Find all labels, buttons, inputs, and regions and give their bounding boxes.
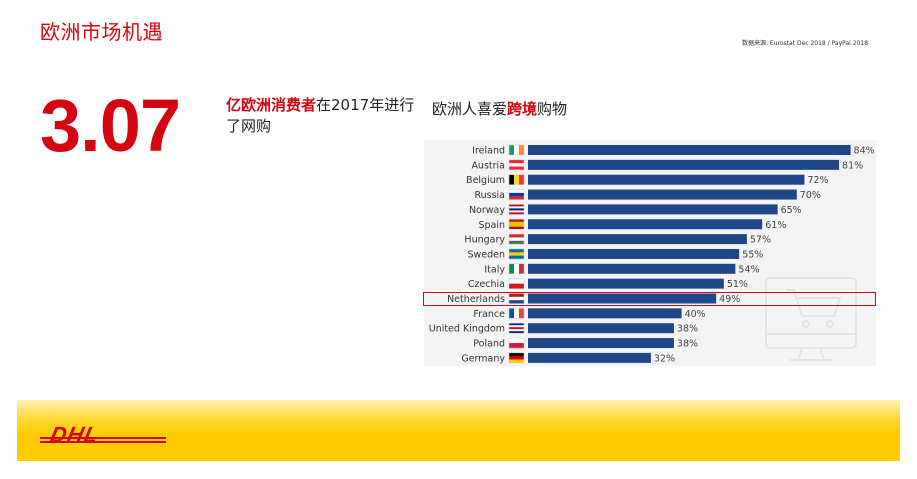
category-label-netherlands: Netherlands (447, 294, 505, 305)
category-label-russia: Russia (474, 190, 505, 201)
stat-caption-rest: 在2017年进行了网购 (226, 96, 415, 135)
value-label-italy: 54% (738, 264, 759, 275)
flag-czechia-icon (508, 278, 525, 289)
value-label-united-kingdom: 38% (677, 324, 698, 335)
category-label-austria: Austria (471, 160, 505, 171)
chart-heading: 欧洲人喜爱跨境购物 (432, 98, 567, 119)
chart-heading-part1: 欧洲人喜爱 (432, 100, 508, 118)
category-label-france: France (473, 309, 505, 320)
category-label-united-kingdom: United Kingdom (429, 324, 505, 335)
value-label-ireland: 84% (854, 146, 875, 157)
chart-heading-highlight: 跨境 (507, 100, 538, 118)
category-label-sweden: Sweden (467, 249, 505, 260)
shopping-cart-monitor-icon (765, 277, 857, 361)
bar-poland (528, 338, 674, 349)
stat-value: 3.07 (40, 84, 181, 167)
category-label-hungary: Hungary (464, 235, 505, 246)
bar-sweden (528, 248, 740, 259)
stat-caption: 亿欧洲消费者在2017年进行了网购 (226, 95, 426, 137)
category-label-italy: Italy (484, 264, 505, 275)
flag-sweden-icon (508, 248, 525, 260)
flag-austria-icon (508, 159, 525, 171)
value-label-germany: 32% (654, 353, 675, 364)
footer-band (17, 400, 900, 461)
bar-ireland (528, 145, 851, 155)
value-label-hungary: 57% (750, 235, 771, 246)
flag-france-icon (508, 308, 525, 319)
dhl-logo-text: DHL (48, 424, 101, 446)
flag-spain-icon (508, 219, 525, 230)
bar-austria (528, 159, 840, 170)
value-label-sweden: 55% (742, 249, 763, 260)
flag-norway-icon (508, 204, 525, 215)
bar-france (528, 308, 682, 319)
value-label-spain: 61% (765, 220, 786, 231)
flag-netherlands-icon (508, 293, 525, 304)
value-label-austria: 81% (842, 160, 863, 171)
category-label-belgium: Belgium (466, 175, 505, 186)
category-label-germany: Germany (461, 353, 505, 364)
bar-norway (528, 204, 778, 215)
flag-belgium-icon (508, 174, 525, 185)
value-label-russia: 70% (800, 190, 821, 201)
bar-united-kingdom (528, 323, 674, 334)
bar-hungary (528, 234, 747, 245)
value-label-norway: 65% (781, 205, 802, 216)
value-label-france: 40% (685, 309, 706, 320)
value-label-netherlands: 49% (719, 294, 740, 305)
category-label-ireland: Ireland (472, 146, 505, 157)
category-label-poland: Poland (473, 339, 505, 350)
category-label-czechia: Czechia (468, 279, 505, 290)
value-label-poland: 38% (677, 339, 698, 350)
flag-united-kingdom-icon (508, 322, 525, 334)
netherlands-highlight-box (423, 292, 876, 306)
bar-italy (528, 263, 736, 274)
page-title: 欧洲市场机遇 (40, 20, 163, 44)
flag-germany-icon (508, 352, 525, 364)
value-label-belgium: 72% (807, 175, 828, 186)
flag-hungary-icon (508, 233, 525, 245)
bar-chart: Ireland 84% Austria 81% Belgium 72% Russia 70% N… (429, 144, 875, 364)
category-label-spain: Spain (478, 220, 505, 231)
bar-russia (528, 189, 797, 200)
category-label-norway: Norway (469, 205, 505, 216)
flag-italy-icon (508, 263, 525, 275)
flag-russia-icon (508, 189, 525, 200)
dhl-logo: DHL (40, 424, 166, 446)
flag-ireland-icon (508, 144, 525, 156)
bar-germany (528, 352, 651, 363)
flag-poland-icon (508, 337, 525, 349)
stat-caption-highlight: 亿欧洲消费者 (226, 96, 317, 114)
bar-czechia (528, 278, 724, 289)
bar-netherlands (528, 293, 717, 304)
source-note: 数据来源: Eurostat Dec 2018 / PayPal 2018 (742, 40, 869, 47)
value-label-czechia: 51% (727, 279, 748, 290)
bar-spain (528, 219, 763, 230)
bar-belgium (528, 174, 805, 185)
chart-heading-part2: 购物 (537, 100, 568, 118)
